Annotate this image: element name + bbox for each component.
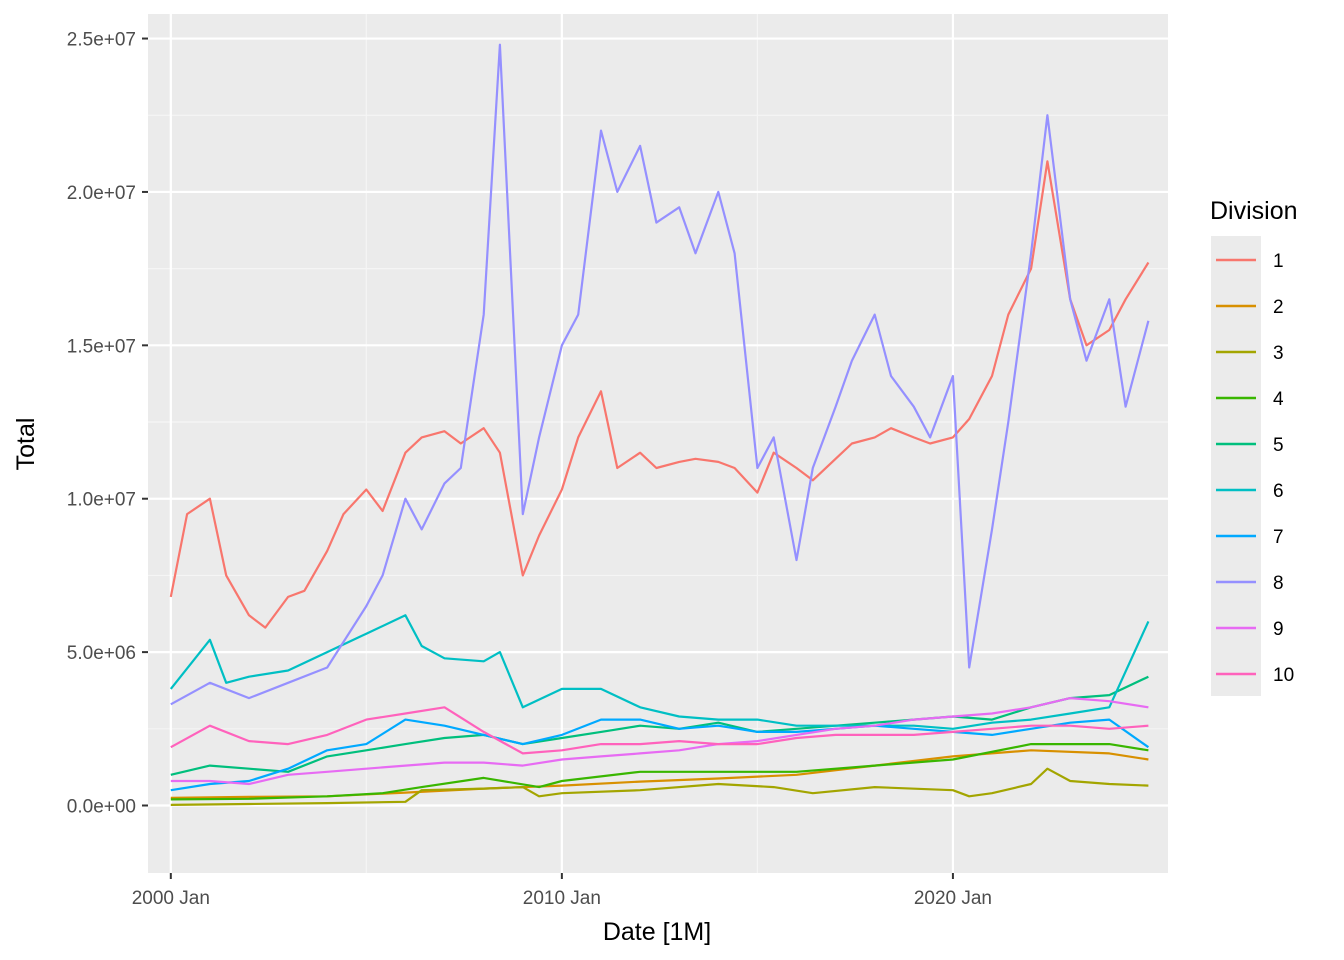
y-tick-label: 5.0e+06 [67, 643, 136, 664]
x-tick-label: 2010 Jan [523, 888, 601, 909]
legend-label: 9 [1273, 619, 1284, 640]
series-layer [169, 43, 1150, 806]
series-line-4 [170, 743, 1149, 801]
minor-gridlines [148, 14, 1168, 873]
y-tick-label: 2.0e+07 [67, 183, 136, 204]
x-tick-label: 2020 Jan [914, 888, 992, 909]
y-axis-title: Total [12, 418, 40, 471]
legend-title: Division [1210, 197, 1298, 225]
y-tick-label: 0.0e+00 [67, 797, 136, 818]
y-tick-label: 2.5e+07 [67, 30, 136, 51]
legend-label: 4 [1273, 389, 1284, 410]
legend: Division 1 2 3 4 5 6 7 8 9 10 [1210, 197, 1298, 696]
plot-panel [148, 14, 1168, 873]
legend-label: 7 [1273, 527, 1284, 548]
x-tick-label: 2000 Jan [132, 888, 210, 909]
y-tick-label: 1.0e+07 [67, 490, 136, 511]
y-axis: 0.0e+00 5.0e+06 1.0e+07 1.5e+07 2.0e+07 2.5e+… [67, 30, 148, 818]
series-line-8 [170, 43, 1150, 706]
legend-label: 8 [1273, 573, 1284, 594]
series-line-7 [170, 718, 1150, 792]
major-gridlines [148, 14, 1168, 873]
series-line-10 [170, 706, 1149, 755]
legend-label: 3 [1273, 343, 1284, 364]
legend-keys: 1 2 3 4 5 6 7 8 9 10 [1211, 236, 1294, 696]
legend-label: 10 [1273, 665, 1294, 686]
legend-label: 2 [1273, 297, 1284, 318]
series-line-5 [170, 675, 1149, 776]
legend-label: 6 [1273, 481, 1284, 502]
x-axis-title: Date [1M] [603, 918, 711, 946]
x-axis: 2000 Jan 2010 Jan 2020 Jan [132, 873, 992, 909]
legend-label: 5 [1273, 435, 1284, 456]
series-line-1 [169, 160, 1150, 629]
y-tick-label: 1.5e+07 [67, 336, 136, 357]
series-line-9 [170, 697, 1149, 786]
series-line-6 [169, 614, 1150, 730]
legend-label: 1 [1273, 251, 1284, 272]
series-line-3 [170, 767, 1149, 806]
legend-key-background [1211, 236, 1261, 696]
